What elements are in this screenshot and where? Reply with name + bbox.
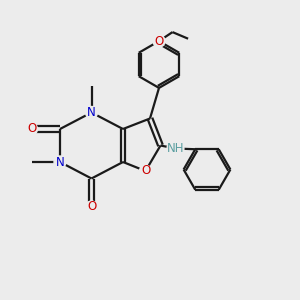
Text: N: N bbox=[56, 155, 64, 169]
Text: O: O bbox=[154, 34, 164, 48]
Circle shape bbox=[26, 123, 38, 135]
Circle shape bbox=[140, 165, 152, 177]
Text: N: N bbox=[87, 106, 96, 119]
Text: O: O bbox=[87, 200, 96, 214]
Circle shape bbox=[85, 106, 98, 119]
Text: O: O bbox=[141, 164, 150, 178]
Circle shape bbox=[85, 201, 98, 213]
Text: O: O bbox=[27, 122, 36, 136]
Circle shape bbox=[167, 140, 184, 157]
Text: NH: NH bbox=[167, 142, 184, 155]
Circle shape bbox=[153, 35, 165, 47]
Circle shape bbox=[54, 156, 66, 168]
